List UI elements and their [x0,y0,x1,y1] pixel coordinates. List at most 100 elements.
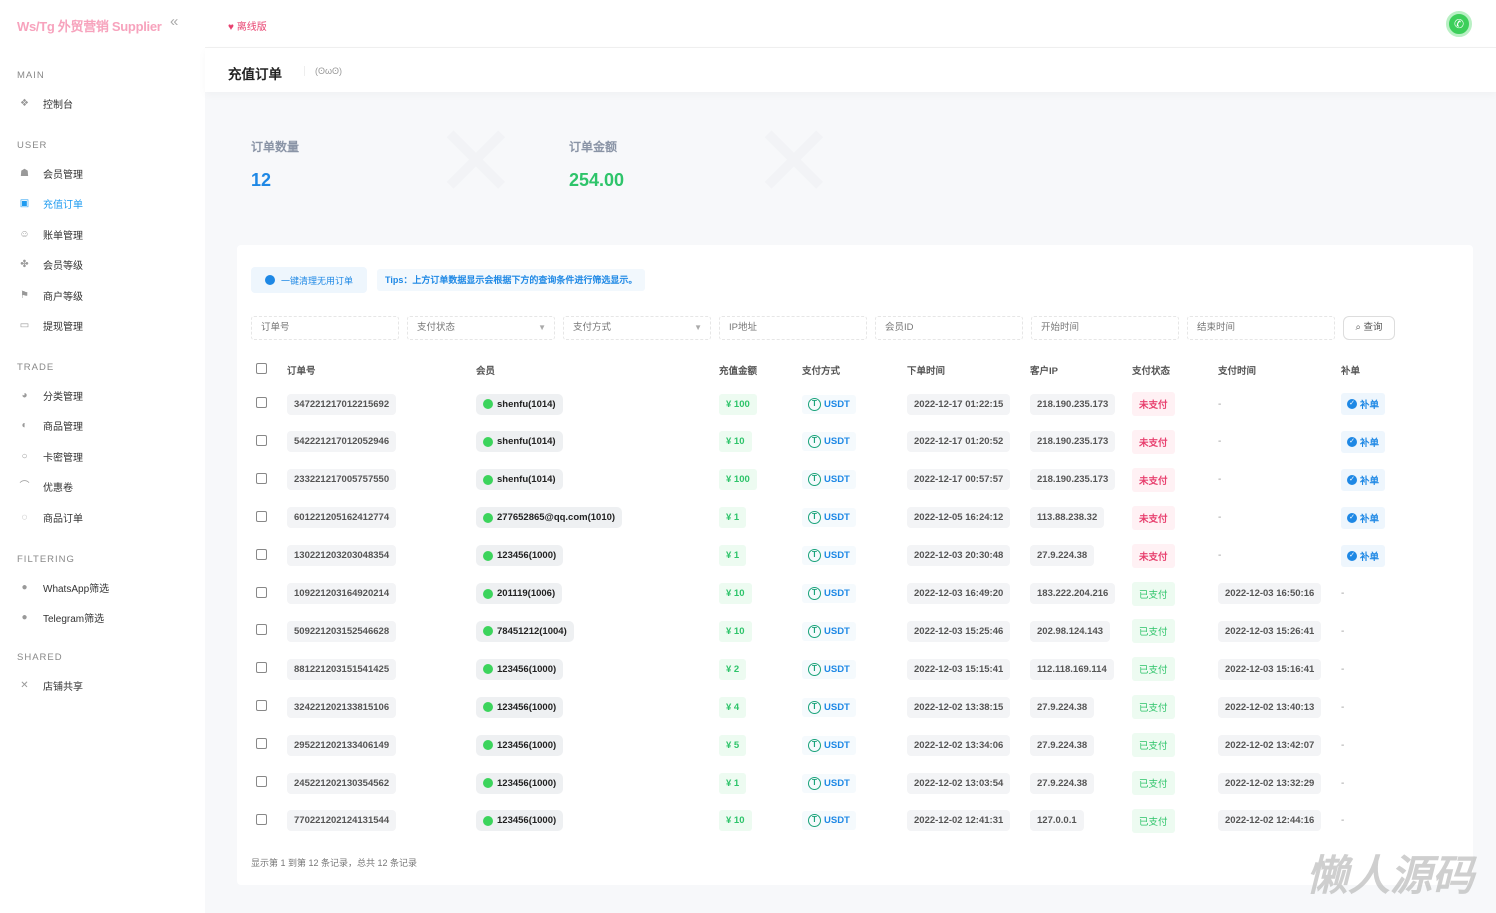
select-all-checkbox[interactable] [256,363,267,374]
client-ip: 112.118.169.114 [1030,658,1114,680]
sidebar-item[interactable]: ☺ 账单管理 [18,227,83,242]
sidebar-item[interactable]: ▣ 充值订单 [18,196,83,211]
sidebar-item[interactable]: ○ 卡密管理 [18,449,83,464]
member-tag[interactable]: 78451212(1004) [476,620,574,642]
sidebar-item[interactable]: ☗ 会员管理 [18,166,83,181]
product-icon: ◐ [21,420,28,432]
search-button[interactable]: ⌕ 查询 [1343,316,1395,340]
amount: ¥ 1 [719,545,747,567]
sidebar-item[interactable]: ⚑ 商户等级 [18,288,83,303]
supplement-none: - [1341,701,1345,713]
supplement-none: - [1341,739,1345,751]
header-status[interactable]: 支付状态 [1132,366,1171,377]
tether-icon: T [808,511,821,525]
header-order[interactable]: 订单号 [287,366,316,377]
row-checkbox[interactable] [256,510,267,522]
row-checkbox[interactable] [256,738,267,750]
member-tag[interactable]: 201119(1006) [476,583,563,604]
sidebar-item[interactable]: ▭ 提现管理 [18,318,83,333]
header-method[interactable]: 支付方式 [802,366,841,377]
row-checkbox[interactable] [256,700,267,712]
member-tag[interactable]: 123456(1000) [476,810,564,832]
member-name: shenfu(1014) [497,398,556,410]
order-amount-label: 订单金额 [569,140,618,154]
decor-icon: ✕ [434,106,518,218]
pay-method-select[interactable]: 支付方式 ▼ [563,316,711,340]
supplement-button[interactable]: ✓ 补单 [1341,430,1386,453]
header-pay-time[interactable]: 支付时间 [1218,366,1257,377]
sidebar-item-label: 控制台 [43,100,73,111]
row-checkbox[interactable] [256,434,267,446]
order-time: 2022-12-17 00:57:57 [907,469,1011,491]
member-id-input[interactable]: 会员ID [875,316,1023,340]
sidebar-item[interactable]: ◌ 商品订单 [18,510,83,525]
sidebar-item[interactable]: ⌒ 优惠卷 [18,479,74,494]
member-tag[interactable]: shenfu(1014) [476,431,563,453]
member-tag[interactable]: 123456(1000) [476,734,564,756]
row-checkbox[interactable] [256,472,267,484]
member-tag[interactable]: 123456(1000) [476,658,564,680]
member-tag[interactable]: shenfu(1014) [476,469,563,491]
order-number: 245221202130354562 [287,772,397,794]
amount: ¥ 1 [719,507,747,529]
end-time-input[interactable]: 结束时间 [1187,316,1335,340]
sidebar-item-label: 店铺共享 [43,682,83,693]
start-time-input[interactable]: 开始时间 [1031,316,1179,340]
header-amount[interactable]: 充值金额 [719,366,758,377]
row-checkbox[interactable] [256,397,267,408]
supplement-button[interactable]: ✓ 补单 [1341,506,1386,529]
status-badge: 已支付 [1132,619,1175,644]
member-tag[interactable]: 123456(1000) [476,772,564,794]
sidebar-item[interactable]: ✕ 店铺共享 [18,678,83,693]
sidebar-item[interactable]: ◐ 商品管理 [18,418,83,433]
sidebar-item[interactable]: ● WhatsApp筛选 [18,580,109,595]
header-ip[interactable]: 客户IP [1030,366,1058,377]
member-tag[interactable]: shenfu(1014) [476,393,563,415]
sidebar-item[interactable]: ❖ 控制台 [18,96,73,111]
row-checkbox[interactable] [256,586,267,598]
order-number: 881221203151541425 [287,658,397,680]
pay-method-label: USDT [824,512,850,524]
table-row: 881221203151541425 123456(1000) ¥ 2 T USDT 20… [252,654,1401,684]
header-time[interactable]: 下单时间 [907,366,946,377]
member-tag[interactable]: 123456(1000) [476,545,564,567]
user-avatar[interactable]: ✆ [1446,11,1472,37]
pay-method-label: USDT [824,739,850,751]
pay-method-label: USDT [824,663,850,675]
supplement-button[interactable]: ✓ 补单 [1341,393,1386,415]
row-checkbox[interactable] [256,776,267,787]
row-checkbox[interactable] [256,813,267,825]
pay-method: T USDT [802,697,856,717]
sidebar-item[interactable]: ✤ 会员等级 [18,257,83,272]
client-ip: 202.98.124.143 [1030,620,1111,642]
order-time: 2022-12-17 01:22:15 [907,393,1011,415]
header-supplement[interactable]: 补单 [1341,366,1361,377]
member-tag[interactable]: 277652865@qq.com(1010) [476,507,623,529]
member-name: 123456(1000) [497,550,557,562]
client-ip: 218.190.235.173 [1030,393,1116,415]
pay-status-select[interactable]: 支付状态 ▼ [407,316,555,340]
row-checkbox[interactable] [256,662,267,674]
order-time: 2022-12-17 01:20:52 [907,431,1011,453]
offline-label: 离线版 [236,22,267,33]
supplement-button[interactable]: ✓ 补单 [1341,468,1386,491]
member-tag[interactable]: 123456(1000) [476,696,564,718]
card-icon: ○ [21,450,28,462]
supplement-button[interactable]: ✓ 补单 [1341,544,1386,567]
pay-method-label: USDT [824,398,850,410]
offline-badge[interactable]: ♥ 离线版 [228,22,267,33]
row-checkbox[interactable] [256,624,267,636]
pay-method: T USDT [802,394,856,414]
clean-orders-button[interactable]: 一键清理无用订单 [251,267,368,293]
sidebar-item[interactable]: ● Telegram筛选 [18,610,104,625]
table-row: 233221217005757550 shenfu(1014) ¥ 100 T USDT… [252,465,1401,495]
sidebar-item[interactable]: ◕ 分类管理 [18,388,83,403]
tether-icon: T [808,549,821,563]
collapse-sidebar-icon[interactable]: « [170,13,179,30]
order-no-input[interactable]: 订单号 [251,316,399,340]
row-checkbox[interactable] [256,548,267,560]
header-member[interactable]: 会员 [476,366,496,377]
ip-input[interactable]: IP地址 [719,316,867,340]
whatsapp-icon: ● [21,582,28,593]
order-number: 109221203164920214 [287,583,397,604]
